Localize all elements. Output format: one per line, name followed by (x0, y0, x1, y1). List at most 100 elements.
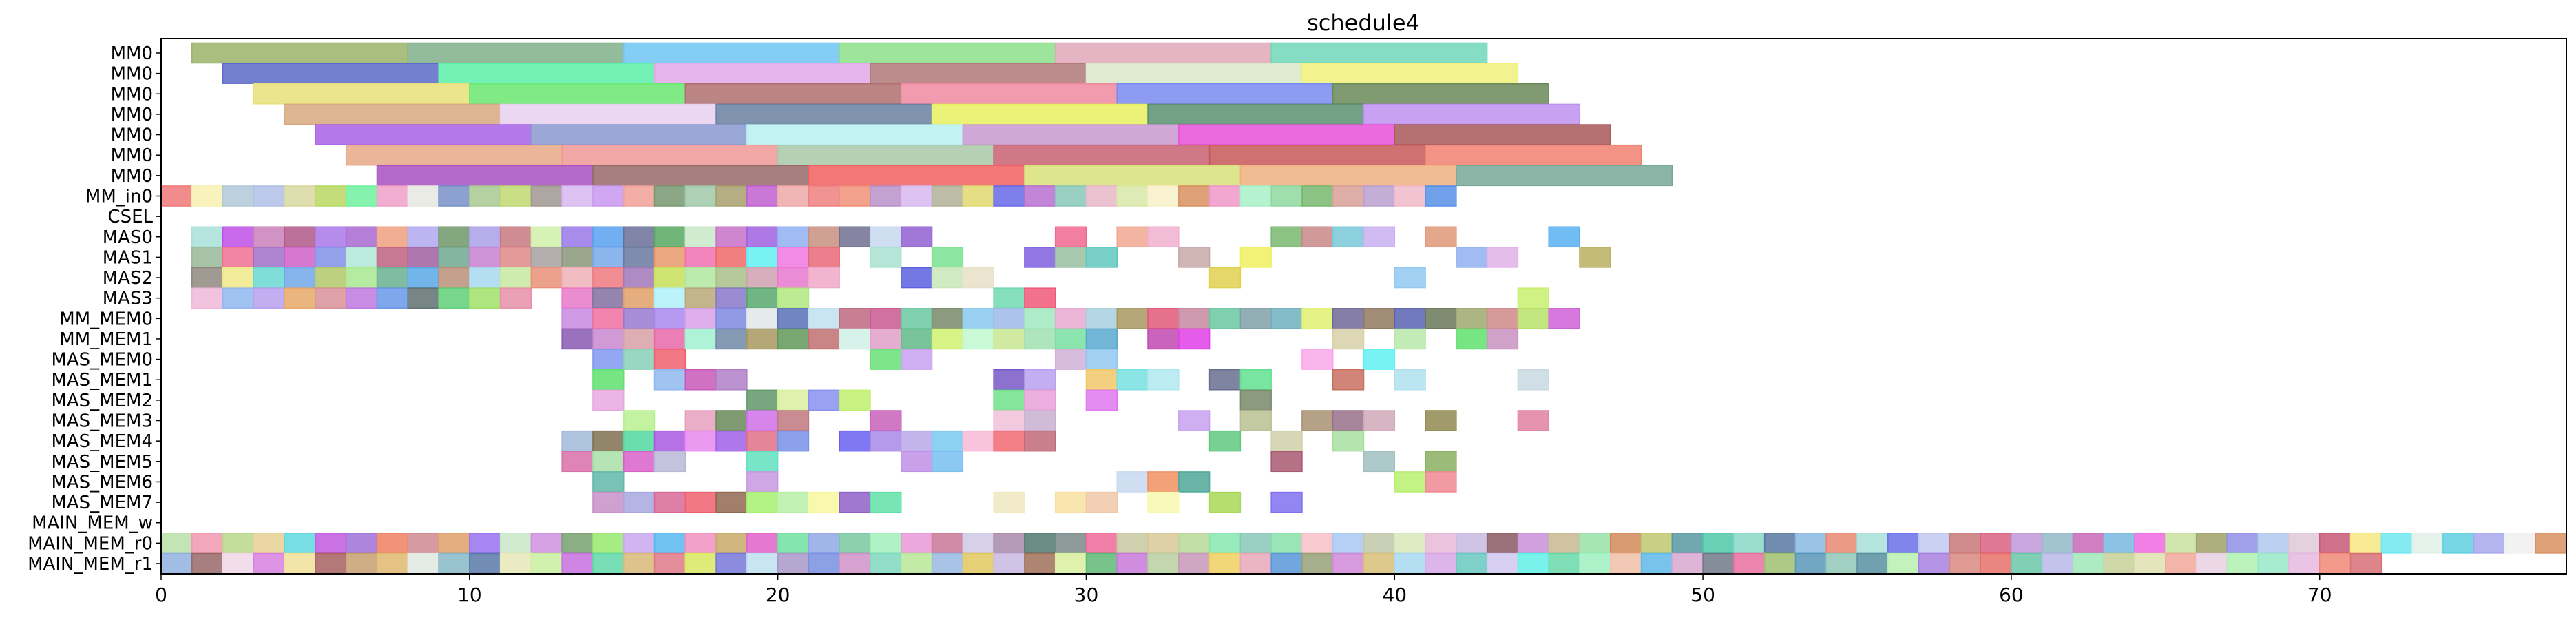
gantt-bar (715, 552, 748, 575)
gantt-bar (2318, 552, 2352, 575)
gantt-bar (1239, 389, 1272, 411)
gantt-bar (592, 533, 625, 554)
gantt-bar (901, 451, 933, 473)
gantt-bar (2226, 552, 2259, 575)
gantt-bar (870, 491, 902, 513)
gantt-bar (1147, 491, 1180, 513)
gantt-bar (993, 369, 1025, 391)
x-tick-label: 40 (1382, 583, 1407, 606)
gantt-bar (1024, 430, 1056, 452)
gantt-bar (622, 308, 656, 329)
gantt-bar (901, 226, 933, 248)
gantt-bar (839, 389, 871, 411)
gantt-bar (1239, 533, 1272, 554)
gantt-bar (561, 185, 594, 207)
gantt-bar (438, 226, 470, 248)
gantt-bar (1178, 308, 1211, 329)
gantt-bar (315, 287, 347, 309)
gantt-bar (746, 430, 779, 452)
gantt-bar (222, 226, 255, 248)
gantt-bar (1239, 247, 1272, 268)
gantt-bar (1394, 369, 1426, 391)
gantt-bar (1425, 451, 1457, 473)
y-tick-label: MAIN_MEM_r0 (28, 533, 153, 554)
gantt-bar (530, 267, 563, 289)
gantt-bar (1085, 247, 1118, 268)
gantt-bar (684, 185, 717, 207)
gantt-bar (1208, 369, 1242, 391)
gantt-bar (1116, 471, 1149, 493)
gantt-bar (1116, 83, 1334, 105)
gantt-bar (191, 287, 224, 309)
gantt-bar (653, 226, 687, 248)
gantt-bar (808, 226, 840, 248)
gantt-bar (592, 328, 625, 350)
gantt-bar (1054, 247, 1087, 268)
gantt-bar (284, 103, 501, 125)
gantt-bar (191, 247, 224, 268)
gantt-bar (1486, 328, 1519, 350)
gantt-bar (808, 165, 1025, 187)
gantt-bar (622, 247, 656, 268)
gantt-bar (222, 267, 255, 289)
x-tick-label: 60 (1999, 583, 2024, 606)
gantt-bar (222, 533, 255, 554)
gantt-bar (777, 247, 810, 268)
gantt-bar (1548, 552, 1580, 575)
gantt-bar (808, 491, 840, 513)
gantt-bar (1332, 533, 1365, 554)
gantt-bar (901, 533, 933, 554)
gantt-bar (222, 185, 255, 207)
gantt-bar (653, 491, 687, 513)
gantt-bar (1425, 226, 1457, 248)
gantt-bar (592, 491, 625, 513)
gantt-bar (1301, 349, 1334, 370)
gantt-bar (1332, 185, 1365, 207)
gantt-bar (2473, 533, 2506, 554)
gantt-bar (962, 267, 994, 289)
gantt-bar (1548, 226, 1580, 248)
y-tick-label: MM_MEM0 (59, 309, 153, 329)
gantt-bar (931, 185, 964, 207)
gantt-bar (1085, 389, 1118, 411)
gantt-bar (1147, 308, 1180, 329)
gantt-bar (1887, 552, 1920, 575)
y-tick-label: MAS2 (103, 268, 153, 289)
gantt-bar (1579, 552, 1611, 575)
gantt-bar (993, 287, 1025, 309)
gantt-bar (777, 267, 810, 289)
gantt-bar (715, 410, 748, 431)
gantt-bar (1116, 185, 1149, 207)
gantt-bar (469, 247, 501, 268)
gantt-bar (2195, 533, 2228, 554)
gantt-bar (870, 552, 902, 575)
gantt-bar (1918, 552, 1951, 575)
gantt-bar (1856, 552, 1889, 575)
gantt-bar (1085, 369, 1118, 391)
gantt-bar (993, 389, 1025, 411)
gantt-bar (191, 226, 224, 248)
y-tick-label: MM0 (111, 125, 153, 146)
gantt-bar (407, 552, 439, 575)
gantt-bar (1363, 410, 1396, 431)
gantt-bar (438, 287, 470, 309)
gantt-bar (808, 267, 840, 289)
gantt-bar (2011, 552, 2043, 575)
gantt-bar (1178, 247, 1211, 268)
gantt-bar (1794, 533, 1827, 554)
y-tick-label: MAS_MEM3 (51, 411, 153, 432)
y-tick-labels: MM0MM0MM0MM0MM0MM0MM0MM_in0CSELMAS0MAS1M… (28, 43, 161, 575)
gantt-bar (1640, 533, 1673, 554)
gantt-bar (622, 451, 656, 473)
gantt-bar (653, 63, 871, 84)
gantt-bar (684, 267, 717, 289)
gantt-bar (1456, 247, 1488, 268)
gantt-bar (1456, 165, 1673, 187)
gantt-bar (808, 185, 840, 207)
gantt-bar (901, 328, 933, 350)
gantt-bar (1239, 369, 1272, 391)
gantt-bar (993, 308, 1025, 329)
gantt-bar (561, 308, 594, 329)
x-tick-label: 10 (457, 583, 482, 606)
gantt-bar (684, 287, 717, 309)
